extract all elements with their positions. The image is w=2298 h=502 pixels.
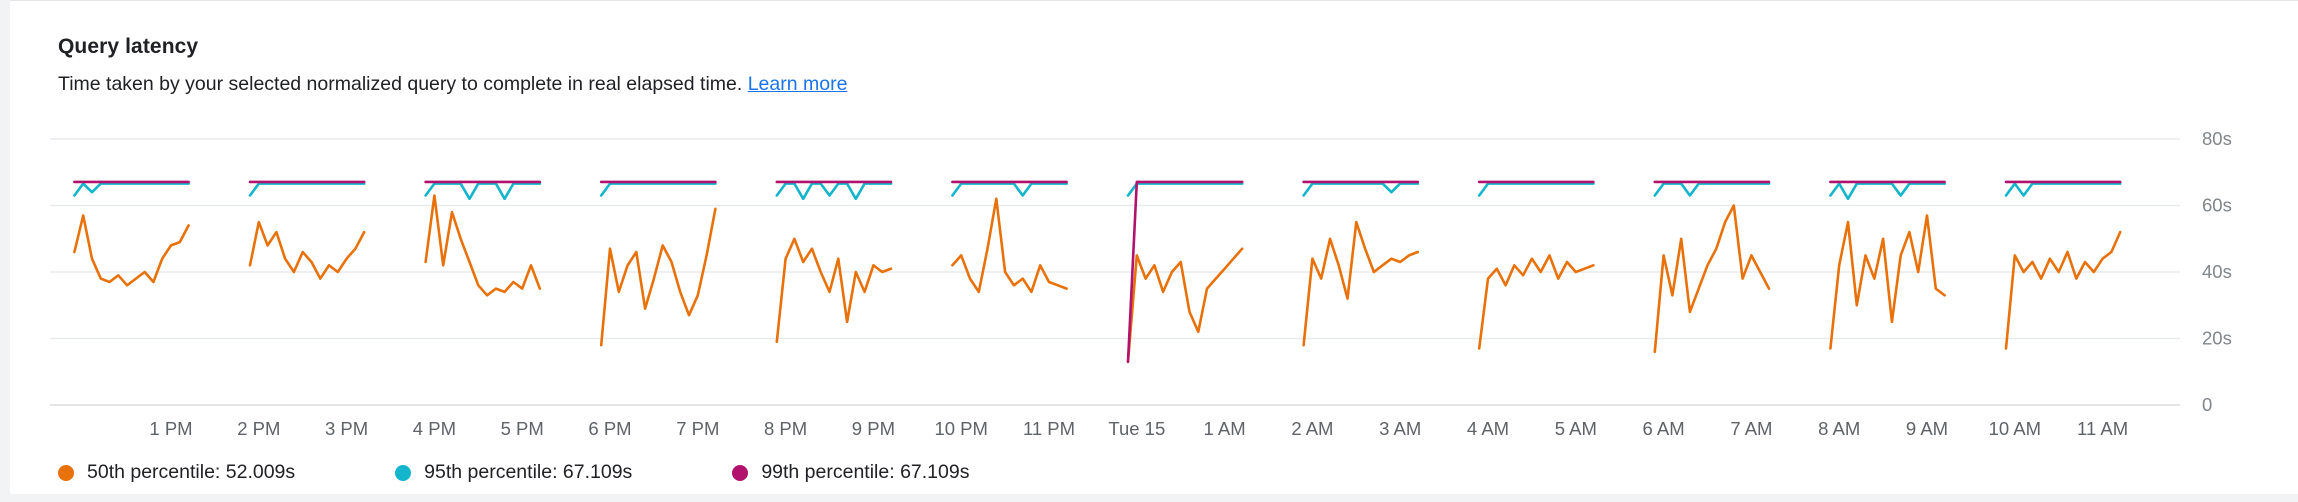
legend-item-50th-percentile[interactable]: 50th percentile: 52.009s <box>58 461 295 484</box>
x-axis-label: 11 AM <box>2077 418 2128 439</box>
y-axis-label: 60s <box>2202 195 2232 216</box>
p99-legend-label: 99th percentile: 67.109s <box>761 461 970 483</box>
p95-line-segment[interactable] <box>2004 182 2122 197</box>
y-axis-label: 40s <box>2202 261 2232 282</box>
chart-subtitle: Time taken by your selected normalized q… <box>58 73 2298 96</box>
p50-line-segment[interactable] <box>1829 214 1946 350</box>
x-axis-label: 5 PM <box>501 418 544 439</box>
x-axis-label: 8 AM <box>1818 418 1860 439</box>
p50-line-segment[interactable] <box>248 220 366 280</box>
x-axis-label: 9 PM <box>852 418 895 439</box>
x-axis-label: 7 AM <box>1730 418 1772 439</box>
x-axis-label: 5 AM <box>1555 418 1597 439</box>
learn-more-link[interactable]: Learn more <box>747 73 848 95</box>
p95-line-segment[interactable] <box>424 182 542 201</box>
x-axis-label: Tue 15 <box>1108 418 1165 439</box>
x-axis-label: 4 PM <box>413 418 456 439</box>
x-axis-label: 3 AM <box>1379 418 1421 439</box>
x-axis-label: 8 PM <box>764 418 807 439</box>
p50-line-segment[interactable] <box>1302 220 1420 347</box>
y-axis-label: 0 <box>2202 394 2212 415</box>
p95-line-segment[interactable] <box>1653 182 1771 197</box>
p95-line-segment[interactable] <box>775 182 893 201</box>
x-axis-label: 1 PM <box>149 418 192 439</box>
p99-line-segment[interactable] <box>1126 180 1244 364</box>
x-axis-label: 4 AM <box>1467 418 1509 439</box>
p50-line-segment[interactable] <box>424 194 542 297</box>
p50-line-segment[interactable] <box>2004 230 2122 350</box>
legend-item-95th-percentile[interactable]: 95th percentile: 67.109s <box>395 461 632 484</box>
p50-line-segment[interactable] <box>599 207 717 347</box>
x-axis-label: 6 PM <box>588 418 631 439</box>
x-axis-label: 11 PM <box>1023 418 1075 439</box>
p95-line-segment[interactable] <box>248 182 366 197</box>
p50-legend-label: 50th percentile: 52.009s <box>87 461 296 483</box>
p95-line-segment[interactable] <box>73 182 190 197</box>
p95-line-segment[interactable] <box>1829 182 1946 201</box>
x-axis-label: 6 AM <box>1643 418 1685 439</box>
y-axis-label: 20s <box>2202 328 2232 349</box>
x-axis-label: 10 AM <box>1989 418 2041 439</box>
chart-subtitle-text: Time taken by your selected normalized q… <box>58 73 743 95</box>
latency-chart-plot[interactable]: 0 20s 40s 60s 80s 1 PM 2 PM 3 PM 4 PM 5 PM 6 PM 7 P… <box>10 105 2298 450</box>
y-axis-label: 80s <box>2202 128 2232 149</box>
p50-legend-dot-icon <box>58 464 74 481</box>
p50-line-segment[interactable] <box>775 237 893 344</box>
x-axis-label: 3 PM <box>325 418 368 439</box>
legend-item-99th-percentile[interactable]: 99th percentile: 67.109s <box>732 461 969 484</box>
p99-legend-dot-icon <box>732 464 749 481</box>
x-axis-label: 9 AM <box>1906 418 1948 439</box>
p95-line-segment[interactable] <box>1126 182 1244 197</box>
p95-legend-label: 95th percentile: 67.109s <box>424 461 633 483</box>
x-axis-label: 2 AM <box>1291 418 1333 439</box>
p50-line-segment[interactable] <box>73 214 190 287</box>
p95-legend-dot-icon <box>395 464 412 481</box>
p50-line-segment[interactable] <box>951 197 1068 294</box>
p50-line-segment[interactable] <box>1653 204 1771 354</box>
p95-line-segment[interactable] <box>1477 182 1595 197</box>
latency-chart[interactable]: 0 20s 40s 60s 80s 1 PM 2 PM 3 PM 4 PM 5 PM 6 PM 7 P… <box>10 105 2298 450</box>
chart-legend: 50th percentile: 52.009s 95th percentile… <box>58 461 1069 484</box>
chart-title: Query latency <box>58 35 199 58</box>
query-latency-card: Query latency Time taken by your selecte… <box>10 0 2298 494</box>
p50-line-segment[interactable] <box>1126 247 1244 364</box>
p95-line-segment[interactable] <box>599 182 717 197</box>
x-axis-label: 1 AM <box>1204 418 1246 439</box>
x-axis-label: 10 PM <box>934 418 987 439</box>
p95-line-segment[interactable] <box>1302 182 1420 197</box>
x-axis-label: 2 PM <box>237 418 280 439</box>
x-axis-label: 7 PM <box>676 418 719 439</box>
p50-line-segment[interactable] <box>1477 254 1595 350</box>
p95-line-segment[interactable] <box>951 182 1068 197</box>
